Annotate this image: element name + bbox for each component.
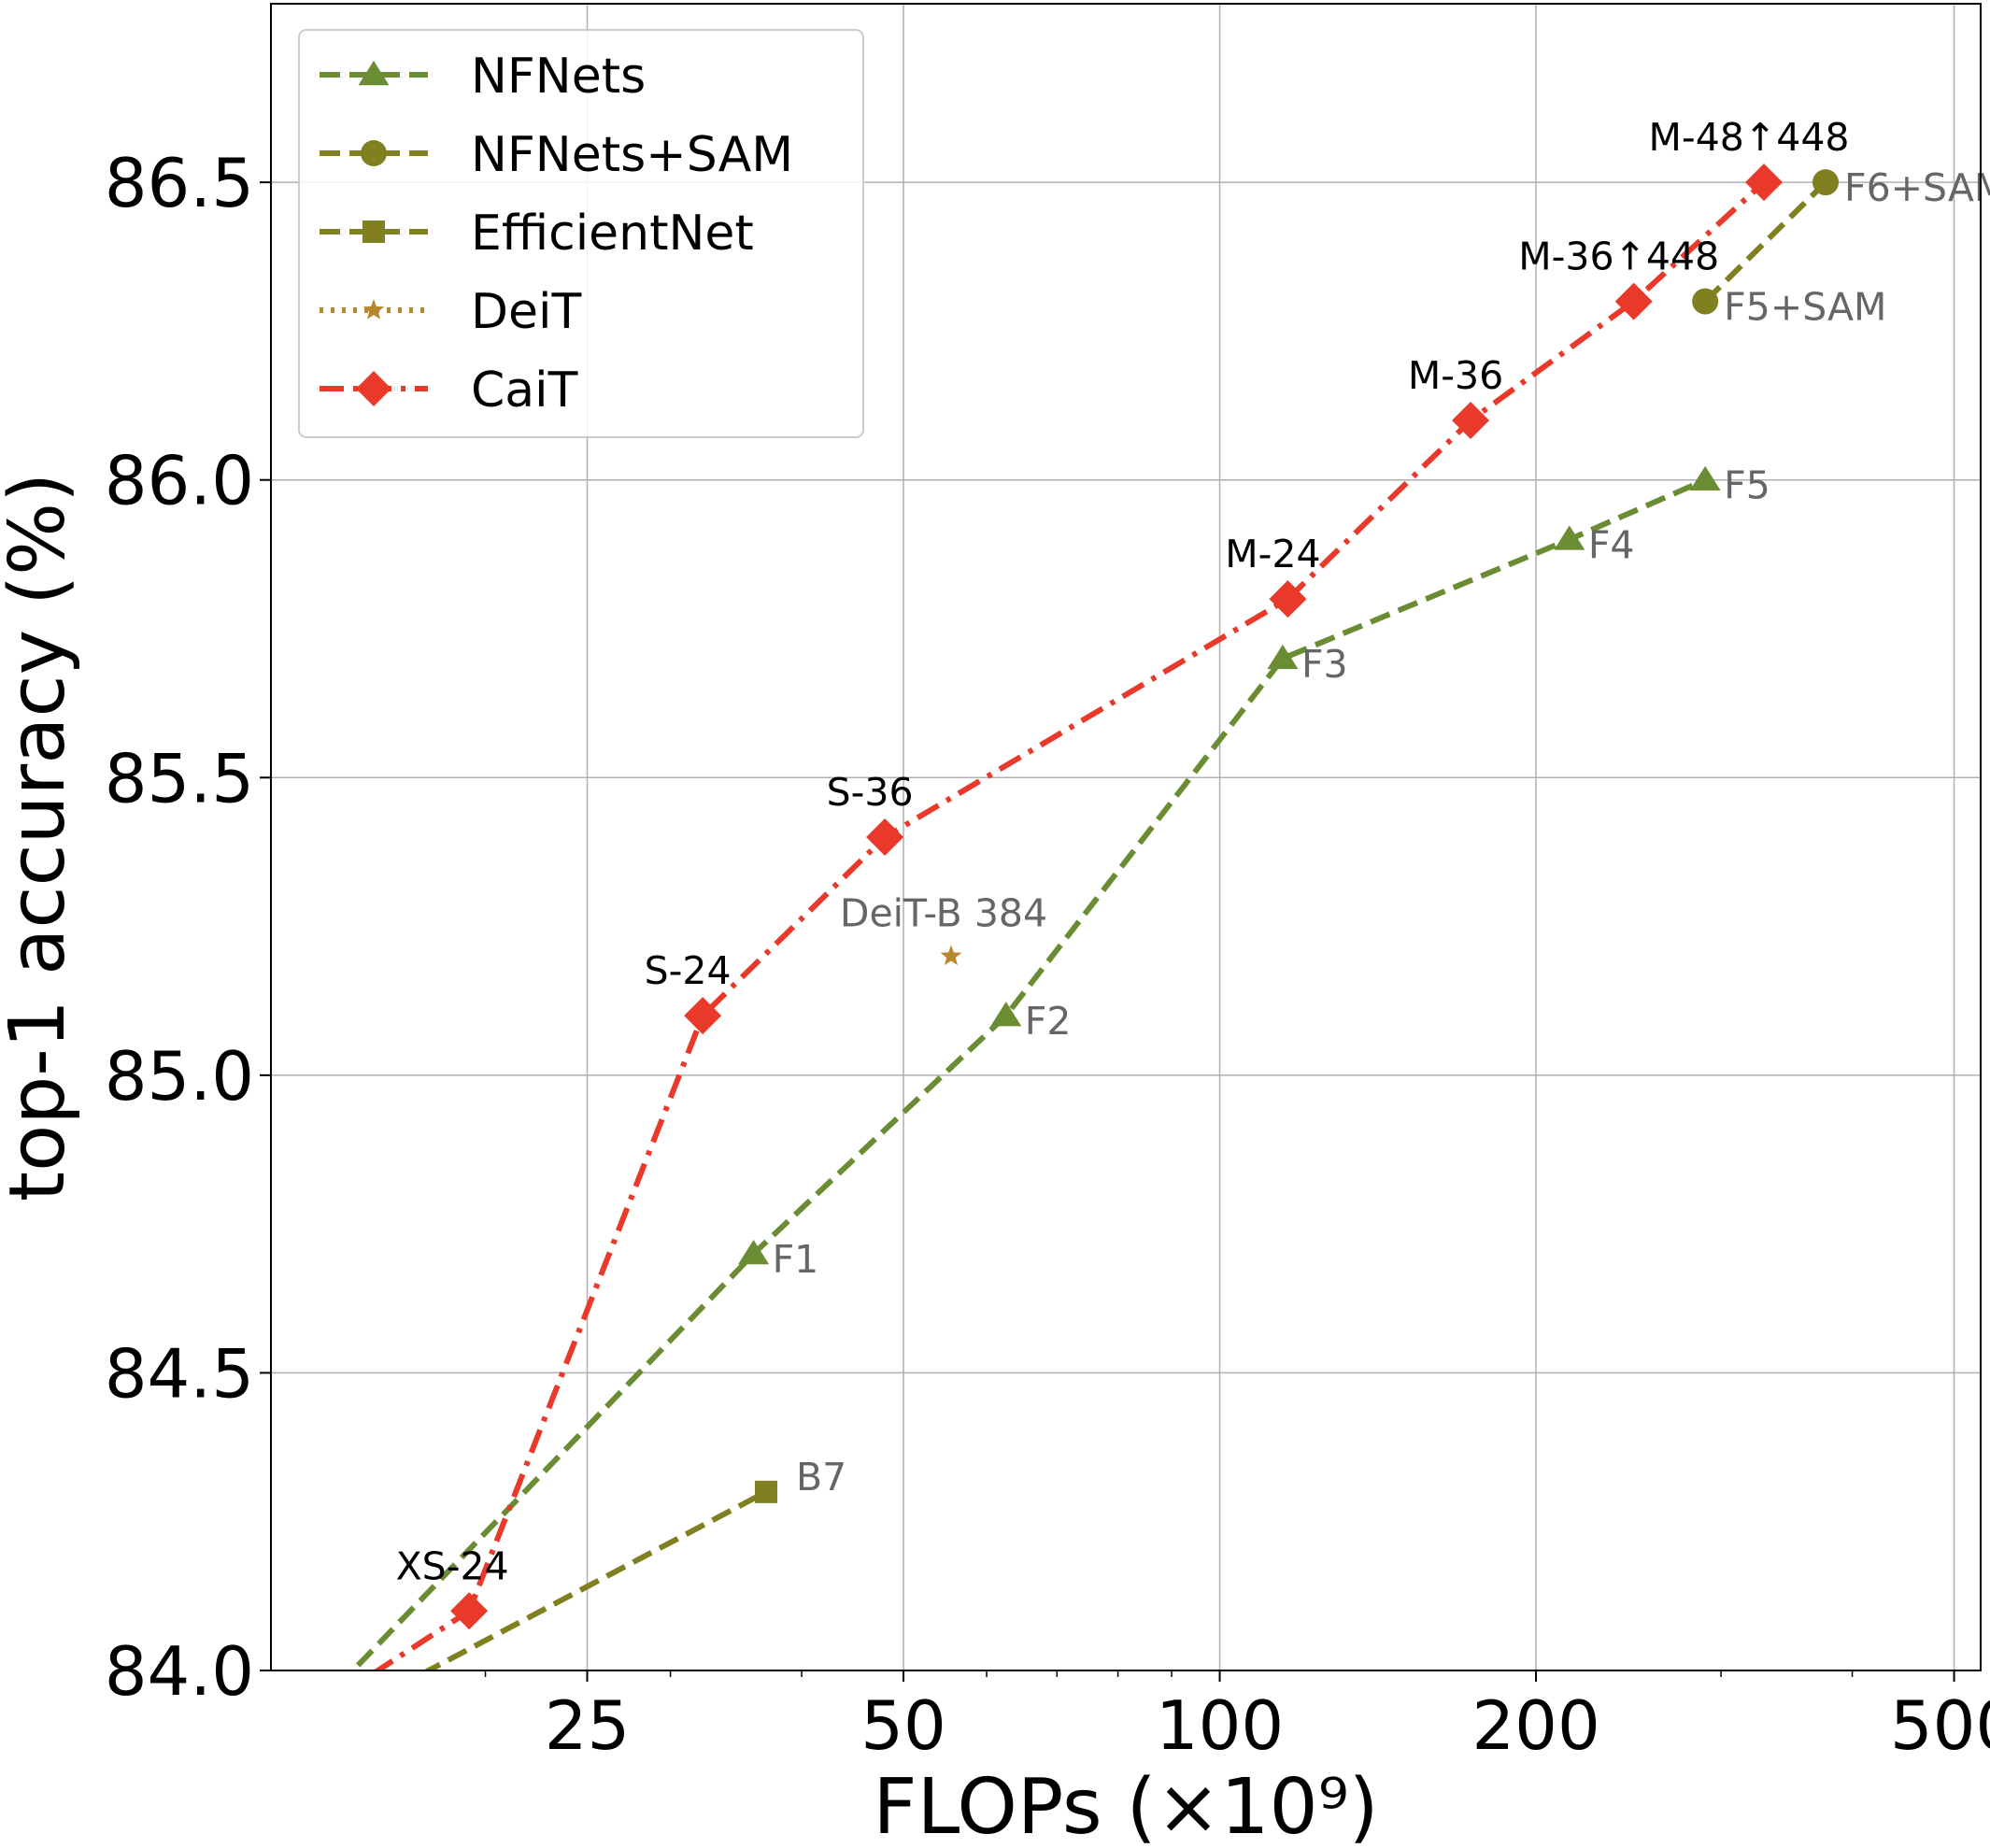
- legend-box: [298, 29, 864, 438]
- circle-marker: [1692, 288, 1719, 315]
- y-tick-label: 86.0: [105, 442, 254, 520]
- legend-entry: DeiT: [320, 284, 581, 340]
- point-label: F5+SAM: [1724, 285, 1886, 330]
- point-label: M-36↑448: [1518, 235, 1719, 279]
- point-label: M-48↑448: [1649, 115, 1850, 160]
- square-marker: [305, 1719, 327, 1741]
- x-tick-label: 50: [860, 1686, 946, 1765]
- star-marker: [362, 299, 385, 320]
- legend: NFNets NFNets+SAM EfficientNet DeiT CaiT: [298, 29, 864, 438]
- series-line: [373, 179, 1767, 1670]
- legend-label: NFNets: [471, 49, 646, 105]
- triangle-marker: [1267, 644, 1299, 670]
- diamond-marker: [1614, 282, 1653, 320]
- point-label: M-24: [1225, 532, 1320, 576]
- series-nfnets: [280, 465, 1721, 1741]
- triangle-marker: [1689, 465, 1721, 490]
- series-efficientnet: [305, 1480, 777, 1741]
- legend-label: NFNets+SAM: [471, 127, 793, 183]
- x-tick-label: 200: [1471, 1686, 1599, 1765]
- legend-entry: CaiT: [320, 362, 578, 419]
- square-marker: [362, 220, 385, 243]
- point-label: F3: [1301, 642, 1348, 687]
- circle-marker: [1812, 169, 1840, 196]
- point-label: DeiT-B 384: [840, 890, 1047, 935]
- triangle-marker: [280, 1716, 311, 1741]
- point-label: F5: [1724, 463, 1770, 508]
- legend-label: EfficientNet: [471, 206, 754, 262]
- diamond-marker: [866, 818, 904, 856]
- series-layer: [280, 163, 1840, 1741]
- y-tick-label: 85.5: [105, 739, 254, 817]
- x-axis-title: FLOPs (×10⁹): [873, 1763, 1378, 1848]
- diamond-marker: [450, 1592, 489, 1630]
- x-tick-label: 500: [1890, 1686, 1990, 1765]
- diamond-marker: [1745, 163, 1784, 202]
- legend-entry: NFNets: [320, 49, 646, 105]
- legend-entry: NFNets+SAM: [320, 127, 793, 183]
- series-nfnets-sam: [1692, 169, 1840, 315]
- x-tick-label: 100: [1156, 1686, 1284, 1765]
- star-marker: [940, 945, 962, 966]
- plot-frame: [270, 3, 1982, 1671]
- series-deit: [940, 945, 962, 966]
- legend-label: DeiT: [471, 284, 581, 340]
- diamond-marker: [684, 997, 722, 1035]
- y-axis-title: top-1 accuracy (%): [0, 473, 82, 1201]
- axis-ticks: 25 50 100 200 500 84.0 84.5 85.0 85.5 86.0 86.5: [105, 144, 1990, 1765]
- point-label: S-36: [827, 770, 914, 815]
- legend-label: CaiT: [471, 362, 578, 419]
- triangle-marker: [738, 1240, 770, 1265]
- y-tick-label: 84.0: [105, 1632, 254, 1711]
- point-label: XS-24: [396, 1543, 509, 1588]
- point-label: S-24: [645, 948, 732, 993]
- point-labels: F1 F2 F3 F4 F5 F5+SAM F6+SAM B7 DeiT-B 384 XS-24 S…: [396, 115, 1990, 1588]
- point-label: M-36: [1408, 353, 1503, 398]
- x-tick-label: 25: [545, 1686, 631, 1765]
- point-label: B7: [796, 1455, 846, 1500]
- legend-entry: EfficientNet: [320, 206, 754, 262]
- point-label: F6+SAM: [1844, 165, 1990, 210]
- diamond-marker: [356, 371, 391, 406]
- y-tick-label: 86.5: [105, 144, 254, 222]
- triangle-marker: [1554, 525, 1585, 550]
- point-label: F1: [773, 1237, 819, 1282]
- series-cait: [314, 163, 1784, 1719]
- series-line: [348, 476, 1707, 1670]
- point-label: F2: [1025, 999, 1072, 1044]
- square-marker: [754, 1480, 777, 1503]
- triangle-marker: [990, 1002, 1022, 1027]
- series-line: [422, 1489, 768, 1670]
- y-tick-label: 85.0: [105, 1037, 254, 1116]
- diamond-marker: [1269, 580, 1307, 618]
- circle-marker: [361, 140, 387, 166]
- triangle-marker: [358, 61, 390, 86]
- diamond-marker: [314, 1682, 351, 1719]
- diamond-marker: [1452, 402, 1490, 439]
- point-label: F4: [1588, 522, 1635, 567]
- series-line: [1703, 180, 1828, 304]
- y-tick-label: 84.5: [105, 1334, 254, 1413]
